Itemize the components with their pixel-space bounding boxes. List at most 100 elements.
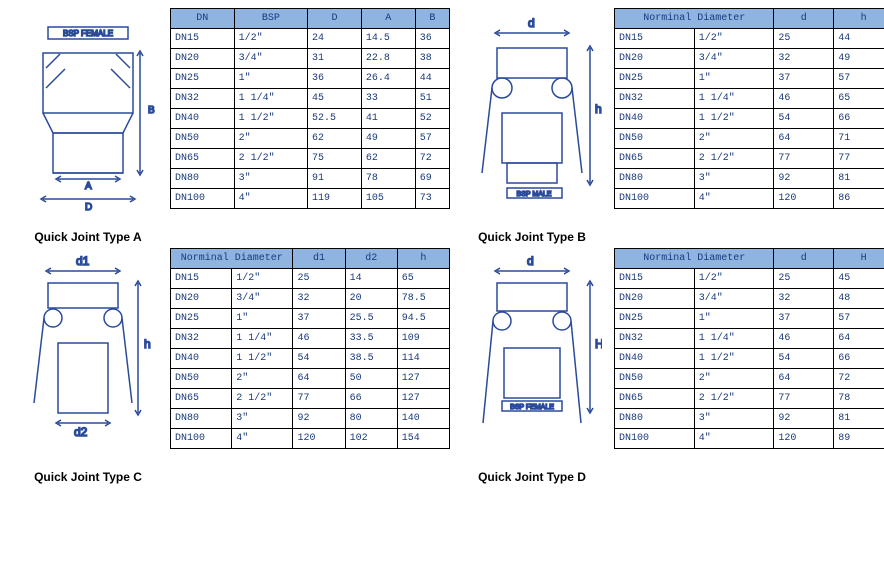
table-cell: 44 bbox=[834, 29, 884, 49]
table-row: DN502″6471 bbox=[615, 129, 884, 149]
table-cell: 1/2″ bbox=[234, 29, 307, 49]
table-cell: 26.4 bbox=[361, 69, 415, 89]
table-cell: 78 bbox=[361, 169, 415, 189]
col-header: Norminal Diameter bbox=[615, 249, 774, 269]
table-cell: 2″ bbox=[234, 129, 307, 149]
table-cell: 2″ bbox=[694, 369, 774, 389]
bsp-female-label-d: BSP FEMALE bbox=[510, 404, 554, 411]
table-row: DN401 1/2″5466 bbox=[615, 109, 884, 129]
svg-text:d: d bbox=[527, 254, 534, 268]
table-cell: 24 bbox=[308, 29, 362, 49]
table-cell: 49 bbox=[361, 129, 415, 149]
table-cell: 2″ bbox=[694, 129, 774, 149]
table-cell: DN100 bbox=[615, 189, 695, 209]
svg-text:d: d bbox=[528, 16, 535, 30]
table-cell: 33.5 bbox=[345, 329, 397, 349]
svg-text:B: B bbox=[148, 105, 155, 116]
table-row: DN803″9281 bbox=[615, 409, 884, 429]
table-cell: 75 bbox=[308, 149, 362, 169]
bsp-male-label: BSP MALE bbox=[517, 191, 552, 198]
table-cell: 48 bbox=[834, 289, 884, 309]
col-header: A bbox=[361, 9, 415, 29]
table-row: DN151/2″251465 bbox=[171, 269, 450, 289]
table-cell: 1 1/2″ bbox=[694, 349, 774, 369]
svg-text:H: H bbox=[595, 337, 602, 351]
table-cell: 1 1/2″ bbox=[232, 349, 293, 369]
table-row: DN151/2″2544 bbox=[615, 29, 884, 49]
table-row: DN502″6472 bbox=[615, 369, 884, 389]
table-cell: 65 bbox=[397, 269, 449, 289]
col-header: d2 bbox=[345, 249, 397, 269]
table-cell: 1 1/4″ bbox=[694, 329, 774, 349]
table-cell: 46 bbox=[774, 329, 834, 349]
table-row: DN251″3725.594.5 bbox=[171, 309, 450, 329]
table-cell: DN15 bbox=[171, 29, 235, 49]
table-cell: 31 bbox=[308, 49, 362, 69]
table-cell: 25.5 bbox=[345, 309, 397, 329]
table-cell: 3/4″ bbox=[232, 289, 293, 309]
svg-text:d2: d2 bbox=[74, 425, 88, 439]
svg-text:A: A bbox=[85, 181, 92, 192]
table-cell: DN80 bbox=[615, 169, 695, 189]
table-cell: 32 bbox=[774, 49, 834, 69]
typeA-diagram: BSP FEMALE B A D bbox=[18, 8, 158, 228]
table-cell: 64 bbox=[293, 369, 345, 389]
typeB-table-cell: Norminal Diameterdh DN151/2″2544DN203/4″… bbox=[614, 8, 884, 244]
table-row: DN203/4″3248 bbox=[615, 289, 884, 309]
table-cell: 62 bbox=[361, 149, 415, 169]
table-cell: 36 bbox=[415, 29, 449, 49]
table-row: DN1004″12086 bbox=[615, 189, 884, 209]
table-row: DN203/4″3122.838 bbox=[171, 49, 450, 69]
table-cell: 77 bbox=[774, 389, 834, 409]
table-cell: 140 bbox=[397, 409, 449, 429]
col-header: DN bbox=[171, 9, 235, 29]
typeA-table-cell: DNBSPDAB DN151/2″2414.536DN203/4″3122.83… bbox=[170, 8, 450, 244]
table-row: DN803″9281 bbox=[615, 169, 884, 189]
table-cell: 46 bbox=[774, 89, 834, 109]
table-cell: 41 bbox=[361, 109, 415, 129]
table-cell: DN65 bbox=[615, 149, 695, 169]
table-cell: 92 bbox=[774, 169, 834, 189]
table-cell: 32 bbox=[774, 289, 834, 309]
table-cell: 80 bbox=[345, 409, 397, 429]
table-cell: DN32 bbox=[171, 89, 235, 109]
table-cell: DN80 bbox=[171, 409, 232, 429]
typeC-caption: Quick Joint Type C bbox=[34, 470, 142, 484]
table-cell: 49 bbox=[834, 49, 884, 69]
col-header: d bbox=[774, 9, 834, 29]
table-cell: 3″ bbox=[694, 169, 774, 189]
table-row: DN1004″120102154 bbox=[171, 429, 450, 449]
table-cell: 154 bbox=[397, 429, 449, 449]
table-cell: 45 bbox=[308, 89, 362, 109]
typeA-diagram-cell: BSP FEMALE B A D bbox=[8, 8, 168, 244]
typeD-diagram: d BSP FEMALE H bbox=[462, 248, 602, 468]
table-cell: 94.5 bbox=[397, 309, 449, 329]
table-cell: DN100 bbox=[171, 429, 232, 449]
table-cell: DN80 bbox=[615, 409, 695, 429]
table-cell: 78.5 bbox=[397, 289, 449, 309]
typeB-diagram: d h BSP MALE bbox=[462, 8, 602, 228]
table-cell: 120 bbox=[774, 429, 834, 449]
table-cell: 64 bbox=[774, 369, 834, 389]
table-cell: 72 bbox=[834, 369, 884, 389]
table-cell: 25 bbox=[774, 269, 834, 289]
table-cell: 44 bbox=[415, 69, 449, 89]
table-cell: 22.8 bbox=[361, 49, 415, 69]
table-cell: 37 bbox=[774, 69, 834, 89]
table-cell: DN50 bbox=[171, 129, 235, 149]
col-header: h bbox=[397, 249, 449, 269]
table-cell: 4″ bbox=[694, 429, 774, 449]
table-row: DN652 1/2″7778 bbox=[615, 389, 884, 409]
table-cell: DN100 bbox=[171, 189, 235, 209]
typeC-table: Norminal Diameterd1d2h DN151/2″251465DN2… bbox=[170, 248, 450, 449]
table-cell: 109 bbox=[397, 329, 449, 349]
table-cell: DN50 bbox=[615, 369, 695, 389]
typeD-table: Norminal DiameterdH DN151/2″2545DN203/4″… bbox=[614, 248, 884, 449]
table-cell: 102 bbox=[345, 429, 397, 449]
table-cell: 1/2″ bbox=[232, 269, 293, 289]
table-cell: 81 bbox=[834, 409, 884, 429]
table-cell: 1″ bbox=[694, 309, 774, 329]
table-cell: 66 bbox=[834, 349, 884, 369]
table-cell: DN65 bbox=[171, 389, 232, 409]
typeA-caption: Quick Joint Type A bbox=[34, 230, 141, 244]
